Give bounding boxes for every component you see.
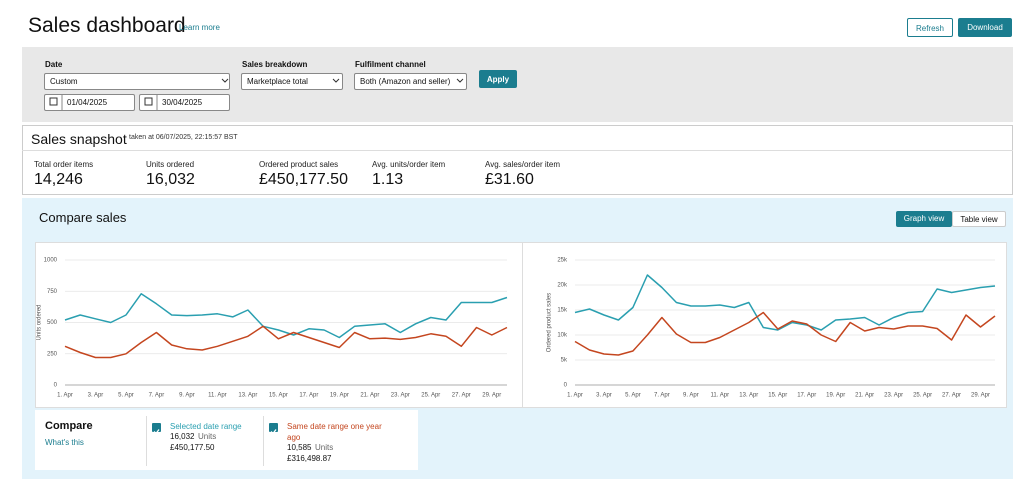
- checkbox[interactable]: [269, 423, 278, 435]
- divider: [522, 242, 523, 408]
- compare-title: Compare sales: [39, 210, 127, 225]
- x-tick-label: 13. Apr: [739, 393, 758, 399]
- table-view-tab[interactable]: Table view: [952, 211, 1006, 227]
- sales-chart: 0 5k 10k 15k 20k 25k Ordered product sales 1. A…: [547, 258, 996, 399]
- legend-panel: [35, 410, 418, 470]
- metric-value: £450,177.50: [259, 171, 348, 188]
- y-tick-label: 500: [47, 320, 58, 326]
- legend-units: 16,032: [170, 432, 195, 441]
- y-tick-label: 5k: [561, 358, 568, 364]
- legend-name: Selected date range: [170, 422, 242, 431]
- x-tick-label: 11. Apr: [711, 393, 730, 399]
- whats-this[interactable]: What's this: [45, 438, 84, 447]
- apply-button[interactable]: Apply: [479, 70, 517, 88]
- date-label: Date: [45, 60, 63, 69]
- y-tick-label: 25k: [557, 258, 568, 264]
- y-axis-label: Ordered product sales: [547, 293, 553, 352]
- x-tick-label: 17. Apr: [797, 393, 816, 399]
- x-tick-label: 15. Apr: [768, 393, 787, 399]
- units-chart: 0 250 500 750 1000 Units ordered 1. Apr 3. Apr 5…: [37, 258, 508, 399]
- x-tick-label: 29. Apr: [971, 393, 990, 399]
- y-tick-label: 10k: [557, 333, 568, 339]
- divider: [22, 150, 1013, 151]
- metric-value: 1.13: [372, 171, 404, 188]
- graph-view-tab[interactable]: Graph view: [896, 211, 952, 227]
- x-tick-label: 25. Apr: [913, 393, 932, 399]
- breakdown-label: Sales breakdown: [242, 60, 308, 69]
- metric-label: Ordered product sales: [259, 160, 339, 169]
- fulfilment-label: Fulfilment channel: [355, 60, 426, 69]
- x-tick-label: 27. Apr: [452, 393, 471, 399]
- check: [153, 429, 160, 435]
- x-tick-label: 25. Apr: [421, 393, 440, 399]
- series-line: [64, 293, 508, 339]
- x-tick-label: 9. Apr: [179, 393, 195, 399]
- y-tick-label: 250: [47, 351, 58, 357]
- y-tick-label: 0: [564, 383, 568, 389]
- legend-heading: Compare: [45, 420, 93, 432]
- legend-units-label: Units: [315, 443, 334, 452]
- breakdown-select[interactable]: Marketplace total: [241, 73, 343, 90]
- snapshot-time: taken at 06/07/2025, 22:15:57 BST: [129, 134, 238, 141]
- x-tick-label: 3. Apr: [88, 393, 104, 399]
- divider: [263, 416, 264, 466]
- end-date[interactable]: 30/04/2025: [139, 94, 230, 111]
- x-tick-label: 7. Apr: [654, 393, 670, 399]
- series-line: [574, 311, 996, 356]
- metric-label: Units ordered: [146, 160, 195, 169]
- y-tick-label: 20k: [557, 283, 568, 289]
- x-tick-label: 21. Apr: [855, 393, 874, 399]
- learn-more[interactable]: Learn more: [179, 23, 220, 32]
- x-tick-label: 5. Apr: [118, 393, 134, 399]
- page-title: Sales dashboard: [28, 14, 186, 37]
- x-tick-label: 29. Apr: [482, 393, 501, 399]
- metric-label: Total order items: [34, 160, 94, 169]
- legend-units-label: Units: [198, 432, 217, 441]
- x-tick-label: 17. Apr: [299, 393, 318, 399]
- x-tick-label: 5. Apr: [625, 393, 641, 399]
- x-tick-label: 15. Apr: [269, 393, 288, 399]
- x-tick-label: 19. Apr: [826, 393, 845, 399]
- legend-name: Same date range one year ago: [287, 422, 382, 442]
- series-line: [574, 274, 996, 331]
- snapshot-panel: [22, 125, 1013, 195]
- fulfilment-select[interactable]: Both (Amazon and seller): [354, 73, 467, 90]
- x-tick-label: 27. Apr: [942, 393, 961, 399]
- x-tick-label: 11. Apr: [208, 393, 227, 399]
- legend-sales: £450,177.50: [170, 443, 215, 452]
- x-tick-label: 23. Apr: [391, 393, 410, 399]
- metric-label: Avg. units/order item: [372, 160, 446, 169]
- divider: [146, 416, 147, 466]
- snapshot-title: Sales snapshot: [31, 131, 127, 147]
- x-tick-label: 3. Apr: [596, 393, 612, 399]
- refresh-button[interactable]: Refresh: [907, 18, 953, 37]
- x-tick-label: 13. Apr: [238, 393, 257, 399]
- date-select[interactable]: Custom: [44, 73, 230, 90]
- legend-sales: £316,498.87: [287, 454, 332, 463]
- y-tick-label: 15k: [557, 308, 568, 314]
- chart-area: [35, 242, 1007, 408]
- y-axis-label: Units ordered: [37, 304, 43, 340]
- x-tick-label: 19. Apr: [330, 393, 349, 399]
- checkbox[interactable]: [152, 423, 161, 435]
- check: [270, 429, 277, 435]
- y-tick-label: 0: [54, 383, 58, 389]
- x-tick-label: 1. Apr: [57, 393, 73, 399]
- x-tick-label: 1. Apr: [567, 393, 583, 399]
- x-tick-label: 7. Apr: [149, 393, 165, 399]
- series-line: [64, 325, 508, 359]
- x-tick-label: 23. Apr: [884, 393, 903, 399]
- metric-value: £31.60: [485, 171, 534, 188]
- x-tick-label: 9. Apr: [683, 393, 699, 399]
- x-tick-label: 21. Apr: [360, 393, 379, 399]
- legend-units: 10,585: [287, 443, 312, 452]
- download-button[interactable]: Download: [958, 18, 1012, 37]
- metric-value: 16,032: [146, 171, 195, 188]
- metric-label: Avg. sales/order item: [485, 160, 560, 169]
- y-tick-label: 750: [47, 289, 58, 295]
- y-tick-label: 1000: [44, 258, 58, 264]
- metric-value: 14,246: [34, 171, 83, 188]
- start-date[interactable]: 01/04/2025: [44, 94, 135, 111]
